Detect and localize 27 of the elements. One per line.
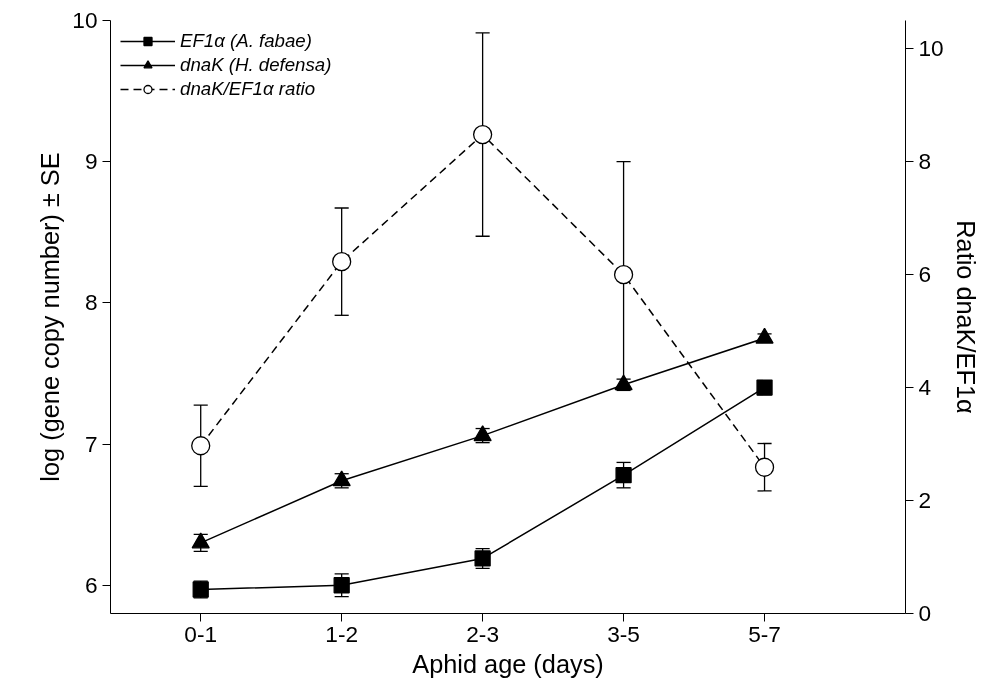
legend-label: dnaK/EF1α ratio — [180, 78, 316, 100]
x-axis-title: Aphid age (days) — [412, 649, 604, 678]
point — [332, 252, 352, 272]
y2-tick-label: 4 — [918, 374, 932, 401]
point — [613, 265, 634, 285]
point — [191, 436, 211, 456]
y2-tick-label: 0 — [918, 600, 932, 626]
y2-tick-label: 8 — [918, 148, 932, 175]
legend-label: EF1α (A. fabae) — [180, 30, 312, 52]
y2-tick-label: 6 — [918, 261, 932, 288]
legend-label: dnaK (H. defensa) — [180, 54, 332, 76]
y-tick-label: 9 — [84, 148, 98, 175]
point — [754, 457, 775, 477]
point — [472, 124, 493, 145]
x-tick-label: 2-3 — [466, 620, 499, 647]
y-tick-label: 8 — [84, 289, 98, 316]
y-tick-label: 7 — [84, 430, 98, 457]
y2-axis-title: Ratio dnaK/EF1α — [951, 220, 980, 414]
x-tick-label: 1-2 — [325, 620, 359, 647]
x-tick-label: 5-7 — [748, 620, 781, 647]
y-tick-label: 6 — [84, 571, 98, 598]
x-tick-label: 0-1 — [184, 620, 218, 647]
y2-tick-label: 2 — [918, 487, 932, 514]
y2-tick-label: 10 — [918, 35, 944, 62]
y-axis-title: log (gene copy number) ± SE — [36, 152, 65, 482]
y-tick-label: 10 — [72, 7, 98, 33]
x-tick-label: 3-5 — [607, 620, 640, 647]
